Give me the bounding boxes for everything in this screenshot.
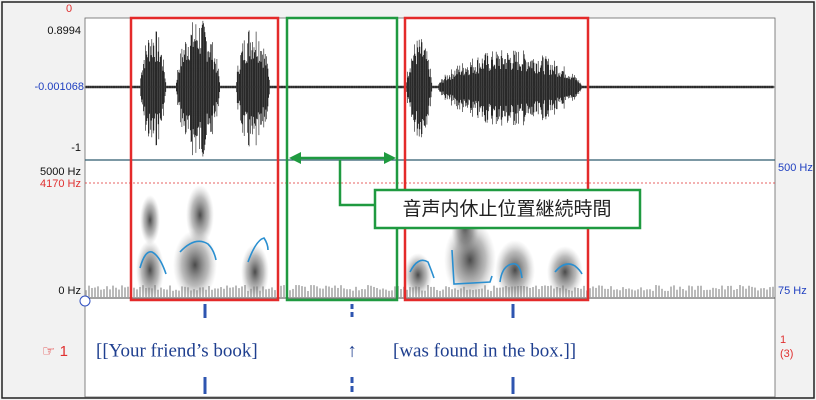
pitch-max: 500 Hz — [778, 162, 813, 174]
origin-marker — [80, 296, 90, 306]
tier-count-sub: (3) — [780, 348, 793, 360]
tier-count: 1 — [780, 334, 786, 346]
pitch-min: 75 Hz — [778, 285, 807, 297]
tier-segment: ↑ — [347, 340, 357, 361]
amplitude-max: 0.8994 — [47, 25, 81, 37]
frequency-max: 5000 Hz — [40, 166, 81, 178]
spectrogram-energy — [186, 185, 214, 245]
amplitude-center: -0.001068 — [34, 81, 84, 93]
tier-segment: [[Your friend’s book] — [96, 340, 258, 361]
cursor-frequency: 4170 Hz — [40, 178, 81, 190]
tier-label: ☞ 1 — [42, 343, 68, 360]
top-marker: 0 — [66, 3, 72, 15]
spectrogram-energy — [140, 195, 160, 245]
praat-editor: 音声内休止位置継続時間 0 0.8994 -0.001068 -1 5000 H… — [0, 0, 816, 400]
amplitude-min: -1 — [71, 142, 81, 154]
annotation: 音声内休止位置継続時間 — [402, 198, 611, 220]
tier-segment: [was found in the box.]] — [393, 340, 576, 361]
frequency-min: 0 Hz — [58, 285, 81, 297]
